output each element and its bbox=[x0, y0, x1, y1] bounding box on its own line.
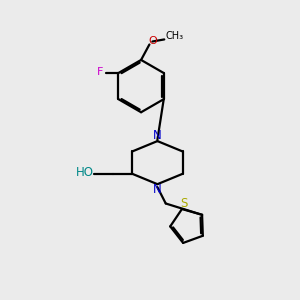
Text: N: N bbox=[152, 183, 161, 196]
Text: CH₃: CH₃ bbox=[165, 31, 183, 41]
Text: HO: HO bbox=[76, 166, 94, 179]
Text: O: O bbox=[148, 36, 157, 46]
Text: N: N bbox=[152, 129, 161, 142]
Text: F: F bbox=[97, 68, 103, 77]
Text: S: S bbox=[180, 197, 188, 210]
